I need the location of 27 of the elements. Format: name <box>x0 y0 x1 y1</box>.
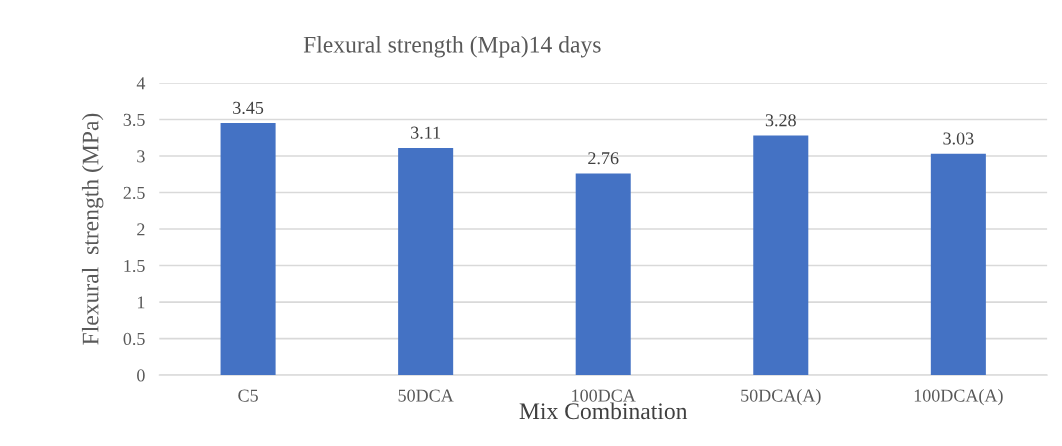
x-tick-label: 50DCA <box>398 389 454 402</box>
x-tick-label: 100DCA(A) <box>914 388 1003 406</box>
y-tick-label: 0.5 <box>123 332 145 346</box>
data-label: 3.03 <box>943 132 974 145</box>
data-label: 3.11 <box>411 126 441 139</box>
x-tick-label: C5 <box>238 389 258 402</box>
y-tick-label: 3 <box>137 150 145 163</box>
chart-title: Flexural strength (Mpa)14 days <box>303 36 601 58</box>
x-axis-title: Mix Combination <box>519 402 688 420</box>
data-label: 2.76 <box>588 152 619 165</box>
y-tick-label: 2 <box>137 223 145 236</box>
data-label: 3.28 <box>765 114 796 127</box>
x-tick-label: 50DCA(A) <box>741 388 821 406</box>
y-tick-label: 2.5 <box>123 186 145 200</box>
bar <box>930 153 986 376</box>
y-tick-label: 1 <box>137 296 145 309</box>
y-tick-label: 0 <box>137 369 145 382</box>
bar <box>398 147 454 376</box>
y-tick-label: 1.5 <box>124 259 145 273</box>
data-label: 3.45 <box>233 101 264 114</box>
bar <box>575 173 631 376</box>
y-axis-title: Flexural strength (MPa) <box>81 113 104 345</box>
bar <box>753 135 809 376</box>
bar <box>220 123 276 376</box>
y-tick-label: 4 <box>136 77 146 90</box>
y-tick-label: 3.5 <box>123 113 145 126</box>
x-tick-label: 100DCA <box>572 389 636 402</box>
